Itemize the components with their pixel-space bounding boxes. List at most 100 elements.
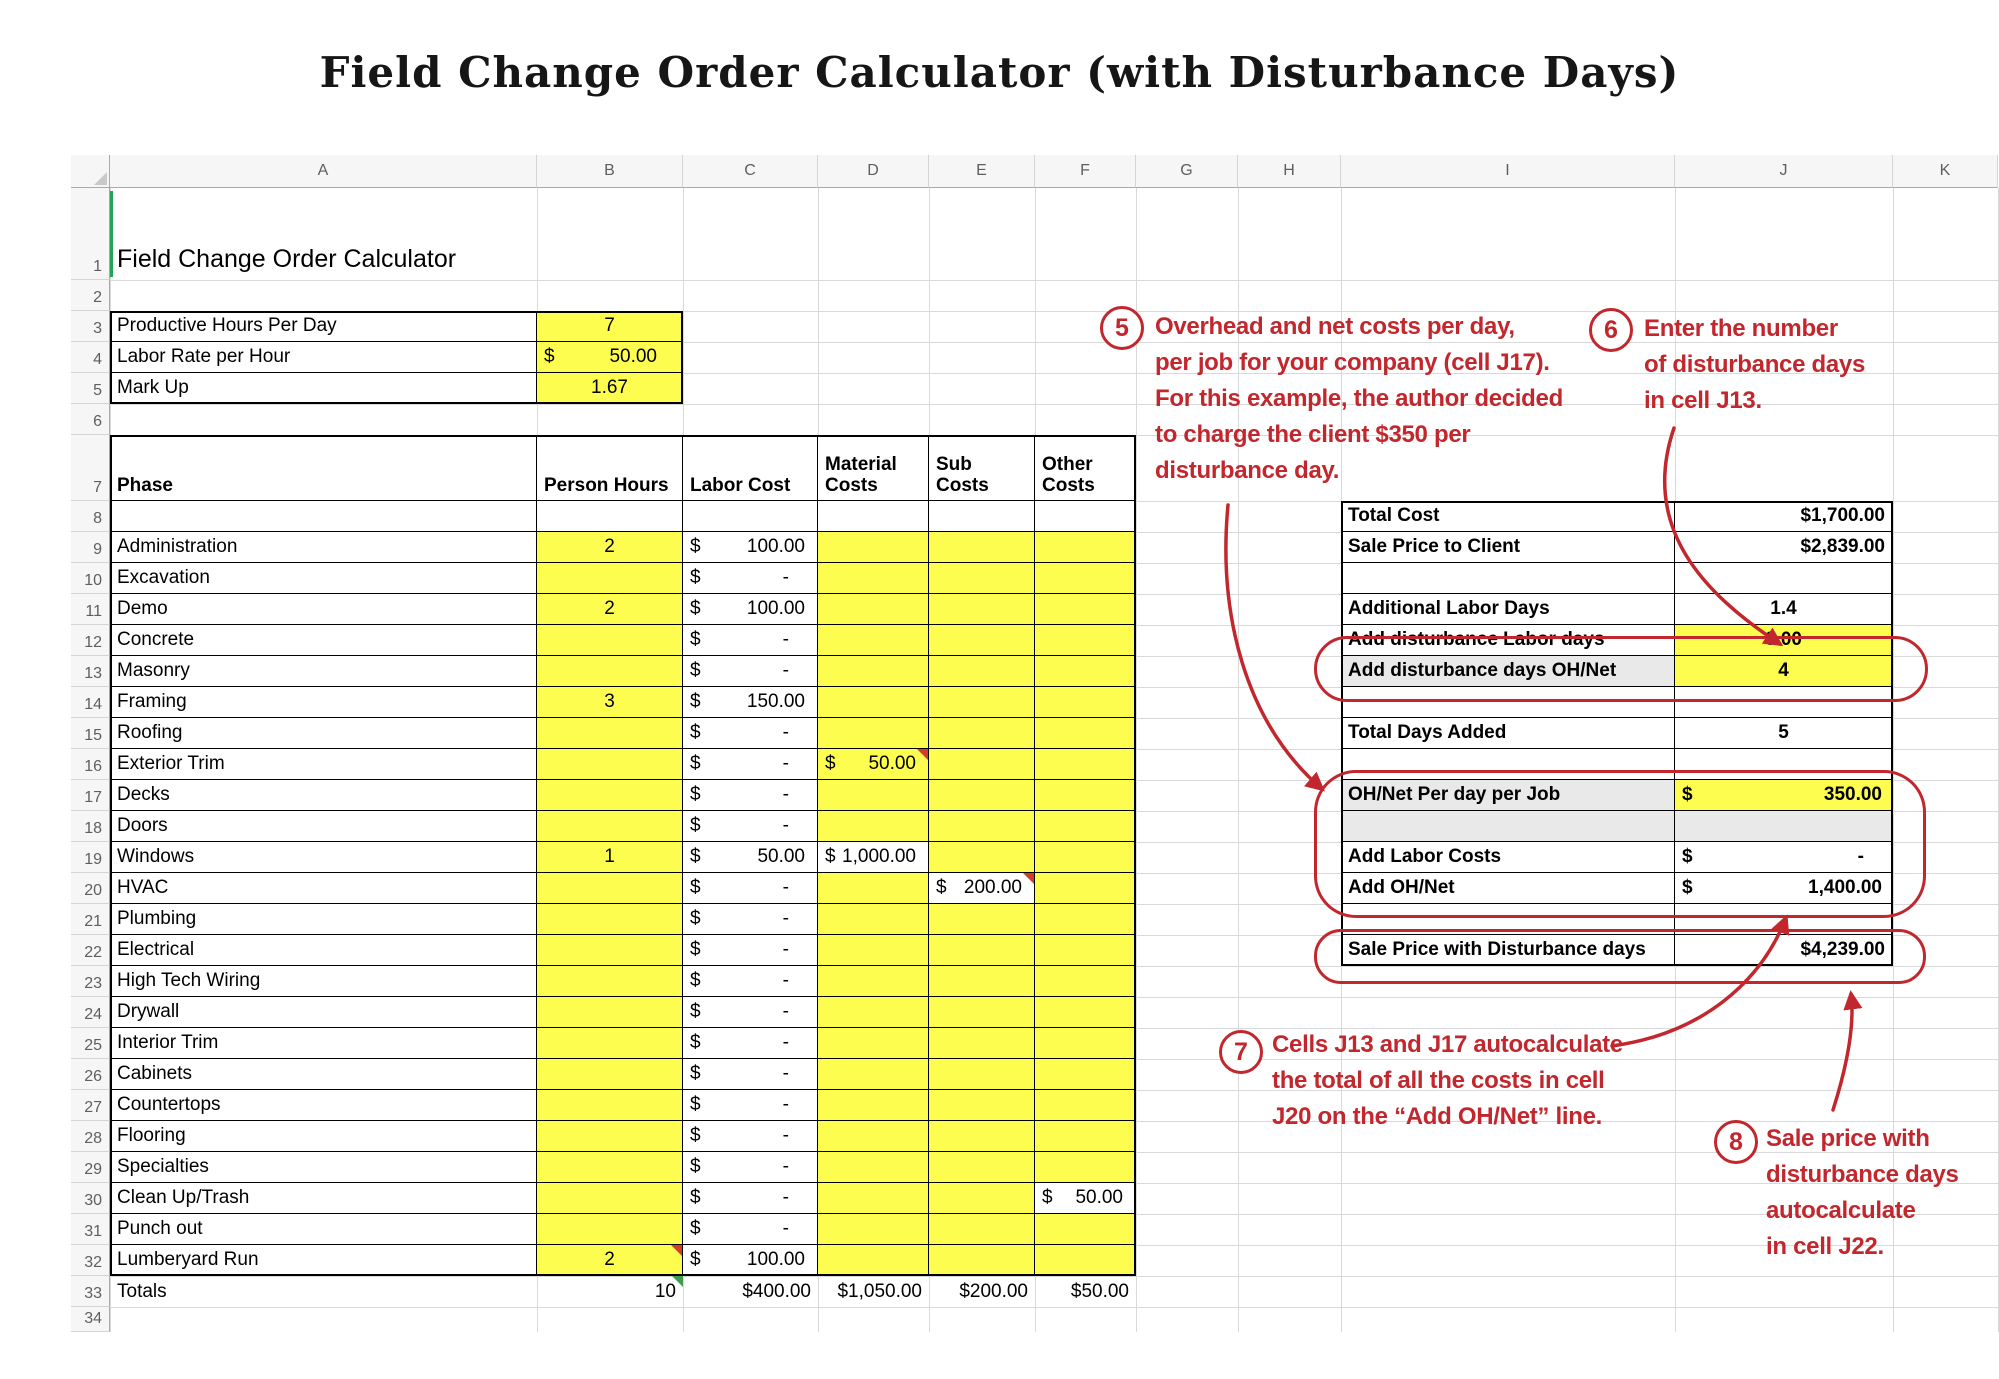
totals-sub-cell[interactable]: $200.00 (959, 1280, 1028, 1302)
summary-value-cell[interactable]: $ - (1675, 842, 1893, 873)
other-costs-cell[interactable] (1035, 873, 1136, 904)
summary-label-cell[interactable]: Add Labor Costs (1341, 842, 1675, 873)
phase-name-cell[interactable]: Demo (110, 594, 537, 625)
other-costs-cell[interactable] (1035, 594, 1136, 625)
other-costs-cell[interactable] (1035, 1152, 1136, 1183)
settings-value-cell[interactable]: 7 (537, 311, 683, 342)
summary-value-cell[interactable]: $1,700.00 (1675, 501, 1893, 532)
person-hours-cell[interactable] (537, 625, 683, 656)
labor-cost-cell[interactable]: $ - (683, 904, 818, 935)
summary-value-cell[interactable]: 1.4 (1675, 594, 1893, 625)
phase-name-cell[interactable]: Punch out (110, 1214, 537, 1245)
summary-value-cell[interactable] (1675, 687, 1893, 718)
other-costs-cell[interactable] (1035, 1028, 1136, 1059)
other-costs-cell[interactable] (1035, 1059, 1136, 1090)
summary-label-cell[interactable]: Add OH/Net (1341, 873, 1675, 904)
phase-name-cell[interactable]: Lumberyard Run (110, 1245, 537, 1276)
sub-costs-cell[interactable] (929, 1152, 1035, 1183)
settings-label-cell[interactable]: Productive Hours Per Day (110, 311, 537, 342)
summary-label-cell[interactable]: Add disturbance days OH/Net (1341, 656, 1675, 687)
labor-cost-cell[interactable]: $ - (683, 625, 818, 656)
phase-name-cell[interactable]: Plumbing (110, 904, 537, 935)
material-costs-cell[interactable] (818, 1245, 929, 1276)
phase-table-header-material[interactable]: Material Costs (818, 435, 929, 501)
other-costs-cell[interactable] (1035, 966, 1136, 997)
person-hours-cell[interactable] (537, 1059, 683, 1090)
sub-costs-cell[interactable] (929, 1059, 1035, 1090)
labor-cost-cell[interactable]: $ - (683, 935, 818, 966)
person-hours-cell[interactable] (537, 1028, 683, 1059)
phase-name-cell[interactable]: Masonry (110, 656, 537, 687)
material-costs-cell[interactable] (818, 594, 929, 625)
material-costs-cell[interactable] (818, 1214, 929, 1245)
row-header-33[interactable]: 33 (71, 1276, 110, 1307)
labor-cost-cell[interactable]: $ - (683, 1059, 818, 1090)
sub-costs-cell[interactable] (929, 532, 1035, 563)
row-header-30[interactable]: 30 (71, 1183, 110, 1214)
material-costs-cell[interactable] (818, 780, 929, 811)
material-costs-cell[interactable] (818, 563, 929, 594)
col-header-C[interactable]: C (683, 155, 818, 188)
other-costs-cell[interactable]: $50.00 (1035, 1183, 1136, 1214)
totals-other-cell[interactable]: $50.00 (1070, 1280, 1129, 1302)
labor-cost-cell[interactable]: $50.00 (683, 842, 818, 873)
other-costs-cell[interactable] (1035, 780, 1136, 811)
col-header-D[interactable]: D (818, 155, 929, 188)
col-header-F[interactable]: F (1035, 155, 1136, 188)
row-header-20[interactable]: 20 (71, 873, 110, 904)
totals-labor-cell[interactable]: $400.00 (742, 1280, 811, 1302)
labor-cost-cell[interactable]: $100.00 (683, 594, 818, 625)
person-hours-cell[interactable]: 1 (537, 842, 683, 873)
phase-empty-cell[interactable] (110, 501, 537, 532)
row-header-29[interactable]: 29 (71, 1152, 110, 1183)
person-hours-cell[interactable] (537, 966, 683, 997)
sub-costs-cell[interactable] (929, 842, 1035, 873)
labor-cost-cell[interactable]: $100.00 (683, 1245, 818, 1276)
person-hours-cell[interactable]: 2 (537, 532, 683, 563)
material-costs-cell[interactable] (818, 1121, 929, 1152)
summary-value-cell[interactable]: 5 (1675, 718, 1893, 749)
sheet-title-cell[interactable]: Field Change Order Calculator (117, 244, 457, 273)
labor-cost-cell[interactable]: $ - (683, 966, 818, 997)
summary-label-cell[interactable]: OH/Net Per day per Job (1341, 780, 1675, 811)
phase-name-cell[interactable]: Windows (110, 842, 537, 873)
other-costs-cell[interactable] (1035, 1245, 1136, 1276)
col-header-G[interactable]: G (1136, 155, 1238, 188)
row-header-34[interactable]: 34 (71, 1307, 110, 1332)
labor-cost-cell[interactable]: $150.00 (683, 687, 818, 718)
summary-label-cell[interactable]: Additional Labor Days (1341, 594, 1675, 625)
labor-cost-cell[interactable]: $ - (683, 1121, 818, 1152)
phase-name-cell[interactable]: Specialties (110, 1152, 537, 1183)
material-costs-cell[interactable]: $50.00 (818, 749, 929, 780)
labor-cost-cell[interactable]: $ - (683, 656, 818, 687)
sub-costs-cell[interactable] (929, 1214, 1035, 1245)
totals-material-cell[interactable]: $1,050.00 (837, 1280, 922, 1302)
row-header-6[interactable]: 6 (71, 404, 110, 435)
phase-table-header-sub[interactable]: Sub Costs (929, 435, 1035, 501)
sub-costs-cell[interactable] (929, 1028, 1035, 1059)
material-costs-cell[interactable]: $1,000.00 (818, 842, 929, 873)
person-hours-cell[interactable] (537, 656, 683, 687)
row-header-32[interactable]: 32 (71, 1245, 110, 1276)
other-costs-cell[interactable] (1035, 687, 1136, 718)
other-costs-cell[interactable] (1035, 904, 1136, 935)
material-costs-cell[interactable] (818, 935, 929, 966)
other-costs-cell[interactable] (1035, 1090, 1136, 1121)
col-header-K[interactable]: K (1893, 155, 1998, 188)
material-costs-cell[interactable] (818, 873, 929, 904)
col-header-H[interactable]: H (1238, 155, 1341, 188)
labor-cost-cell[interactable]: $100.00 (683, 532, 818, 563)
other-costs-cell[interactable] (1035, 749, 1136, 780)
row-header-17[interactable]: 17 (71, 780, 110, 811)
row-header-2[interactable]: 2 (71, 280, 110, 311)
labor-cost-cell[interactable]: $ - (683, 873, 818, 904)
row-header-19[interactable]: 19 (71, 842, 110, 873)
phase-empty-cell[interactable] (929, 501, 1035, 532)
summary-value-cell[interactable] (1675, 811, 1893, 842)
phase-table-header-phase[interactable]: Phase (110, 435, 537, 501)
row-header-24[interactable]: 24 (71, 997, 110, 1028)
phase-empty-cell[interactable] (683, 501, 818, 532)
sub-costs-cell[interactable] (929, 1121, 1035, 1152)
phase-name-cell[interactable]: Framing (110, 687, 537, 718)
sub-costs-cell[interactable] (929, 811, 1035, 842)
